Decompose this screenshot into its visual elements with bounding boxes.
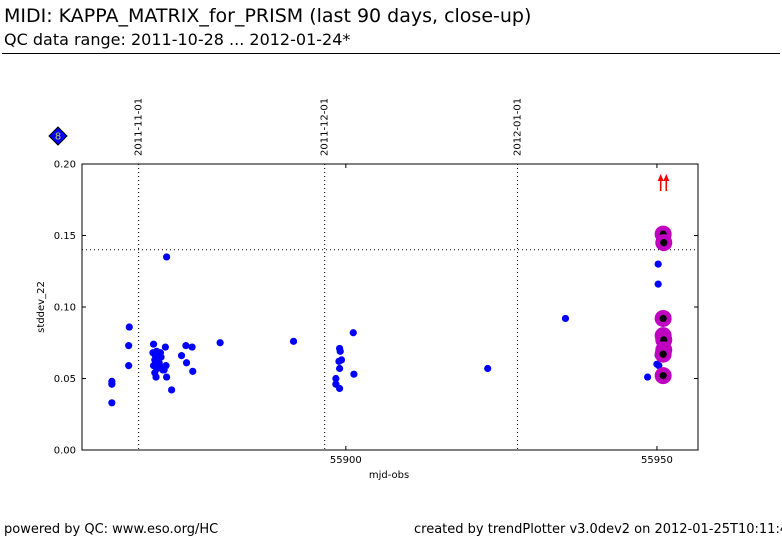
diamond-icon: [48, 126, 68, 146]
x-tick-label-0: 55900: [330, 455, 362, 466]
y-tick-label-4: 0.20: [54, 160, 76, 171]
data-point-1: [108, 380, 116, 388]
data-point-6: [149, 340, 158, 348]
x-tick-label-1: 55950: [641, 455, 673, 466]
data-points: [108, 253, 663, 407]
highlight-point-1: [660, 239, 668, 247]
data-point-47: [654, 280, 662, 288]
y-tick-label-3: 0.15: [54, 231, 76, 242]
y-axis-label: stddev_22: [36, 281, 47, 333]
data-point-32: [289, 337, 298, 345]
data-point-5: [125, 362, 133, 370]
legend-label: 8: [55, 132, 61, 143]
plot-frame: [81, 163, 699, 451]
highlight-point-6: [659, 350, 667, 358]
date-marker-label-1: 2011-12-01: [320, 98, 331, 156]
data-point-20: [152, 373, 160, 381]
data-point-25: [168, 386, 176, 394]
y-tick-label-2: 0.10: [54, 303, 76, 314]
data-point-11: [157, 353, 165, 361]
x-axis-label: mjd-obs: [369, 470, 409, 481]
data-point-36: [336, 347, 344, 355]
page-subtitle: QC data range: 2011-10-28 ... 2012-01-24…: [4, 30, 351, 49]
out-of-range-arrow-head-1: [663, 174, 670, 181]
data-point-23: [163, 373, 171, 381]
data-point-45: [644, 373, 652, 381]
data-point-41: [349, 329, 357, 337]
data-point-28: [182, 359, 191, 367]
data-point-2: [108, 399, 116, 407]
x-axis: 55900 55950: [330, 164, 673, 466]
header-divider: [2, 53, 780, 54]
data-point-39: [336, 364, 344, 373]
data-point-46: [654, 260, 662, 268]
data-point-22: [161, 343, 169, 351]
y-tick-label-0: 0.00: [54, 446, 76, 457]
data-point-31: [216, 339, 224, 347]
page-title: MIDI: KAPPA_MATRIX_for_PRISM (last 90 da…: [4, 5, 532, 27]
data-point-38: [337, 356, 346, 364]
y-tick-label-1: 0.05: [54, 374, 76, 385]
data-point-26: [177, 352, 186, 360]
date-marker-label-2: 2012-01-01: [513, 98, 524, 156]
footer-powered-by: powered by QC: www.eso.org/HC: [4, 522, 219, 537]
data-point-43: [484, 364, 492, 373]
data-point-27: [182, 342, 190, 350]
footer-created-by: created by trendPlotter v3.0dev2 on 2012…: [414, 522, 782, 537]
data-point-21: [160, 366, 168, 374]
data-point-4: [125, 342, 133, 350]
data-point-33: [332, 374, 340, 383]
data-point-3: [125, 323, 133, 331]
date-marker-label-0: 2011-11-01: [134, 98, 145, 156]
highlighted-points: [654, 225, 673, 385]
data-point-30: [189, 367, 197, 375]
data-point-42: [350, 370, 358, 378]
y-axis: 0.00 0.05 0.10 0.15 0.20: [54, 160, 698, 457]
highlight-point-7: [659, 372, 667, 380]
data-point-44: [561, 314, 570, 323]
date-markers: 2011-11-01 2011-12-01 2012-01-01: [134, 98, 524, 450]
data-point-50: [655, 362, 663, 370]
data-point-40: [336, 384, 344, 393]
legend-marker: 8: [48, 126, 68, 146]
out-of-range-arrows: [657, 174, 670, 191]
data-point-24: [163, 253, 171, 261]
data-point-29: [188, 343, 196, 351]
highlight-point-2: [659, 314, 667, 323]
out-of-range-arrow-head-0: [657, 174, 664, 181]
